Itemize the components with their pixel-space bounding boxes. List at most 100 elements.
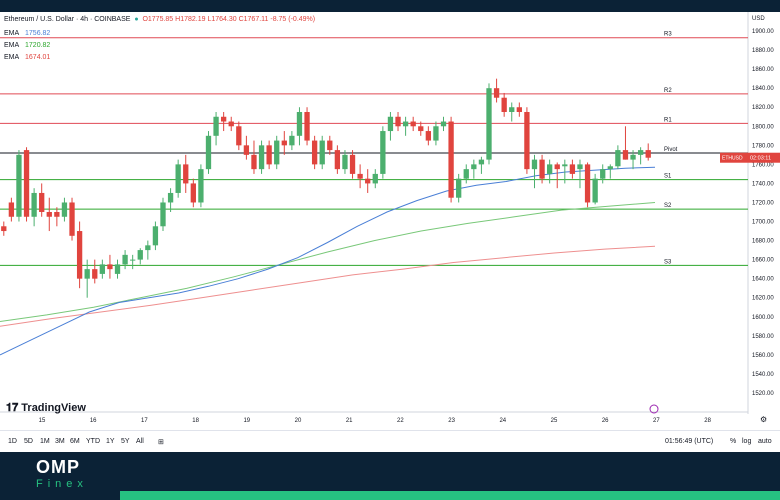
ema-label: EMA: [4, 54, 20, 61]
candle-body: [130, 259, 136, 261]
candle-body: [387, 116, 394, 132]
candle-body: [448, 121, 454, 198]
candle-body: [531, 159, 538, 170]
time-tick-label: 20: [295, 418, 302, 424]
candle-body: [349, 154, 356, 174]
candle-body: [380, 131, 386, 174]
candle-body: [76, 231, 83, 279]
footer-banner: OMP Finex: [0, 452, 780, 500]
market-status-icon: ●: [134, 16, 139, 23]
price-tick-label: 1840.00: [752, 86, 774, 92]
candle-body: [122, 254, 128, 265]
candle-body: [433, 126, 439, 141]
ema-value: 1756.82: [25, 30, 51, 37]
candle-body: [251, 154, 257, 170]
bottom-toolbar: 1D 5D 1M 3M 6M YTD 1Y 5Y All ⊞ 01:56:49 …: [0, 430, 780, 453]
candle-body: [645, 150, 651, 158]
price-tick-label: 1800.00: [752, 124, 774, 130]
timeframe-1d[interactable]: 1D: [8, 438, 17, 445]
ema-legend-1[interactable]: EMA 1756.82: [4, 30, 50, 37]
log-toggle[interactable]: log: [742, 438, 752, 445]
auto-toggle[interactable]: auto: [758, 438, 772, 445]
price-tick-label: 1620.00: [752, 296, 774, 302]
price-tick-label: 1540.00: [752, 372, 774, 378]
candle-body: [637, 150, 644, 155]
candle-body: [198, 169, 204, 203]
candle-body: [137, 250, 143, 260]
timeframe-3m[interactable]: 3M: [55, 438, 65, 445]
time-tick-label: 16: [90, 418, 97, 424]
candle-body: [99, 264, 106, 274]
price-tick-label: 1580.00: [752, 334, 774, 340]
candle-body: [493, 88, 500, 98]
price-tag-symbol: ETHUSD: [722, 156, 743, 162]
candle-body: [607, 166, 613, 170]
candle-body: [92, 269, 98, 279]
settings-gear-icon: ⚙: [760, 415, 767, 424]
ema-legend-3[interactable]: EMA 1674.01: [4, 54, 50, 61]
ohlc-values: O1775.85 H1782.19 L1764.30 C1767.11 -8.7…: [142, 16, 316, 23]
level-label-pivot: Pivot: [664, 147, 678, 153]
symbol-title: Ethereum / U.S. Dollar · 4h · COINBASE: [4, 16, 131, 23]
candle-body: [243, 145, 250, 155]
level-label-r2: R2: [664, 88, 672, 94]
candle-body: [205, 135, 212, 170]
price-axis-panel: [748, 12, 780, 430]
candle-body: [311, 140, 318, 165]
top-bar: [0, 0, 780, 12]
timeframe-5d[interactable]: 5D: [24, 438, 33, 445]
date-range-icon[interactable]: ⊞: [158, 439, 164, 446]
price-chart[interactable]: USD 1520.00 1540.00 1560.00 1580.00 1600.00 16…: [0, 12, 780, 430]
candle-body: [615, 150, 621, 167]
time-tick-label: 23: [448, 418, 455, 424]
time-tick-label: 18: [192, 418, 199, 424]
time-tick-label: 24: [499, 418, 506, 424]
candle-body: [183, 164, 189, 184]
price-tag-value: 02:03:11: [750, 156, 771, 162]
timeframe-1m[interactable]: 1M: [40, 438, 50, 445]
candle-body: [175, 164, 181, 193]
timeframe-6m[interactable]: 6M: [70, 438, 80, 445]
candle-body: [509, 107, 515, 112]
symbol-header: Ethereum / U.S. Dollar · 4h · COINBASE ●…: [4, 16, 315, 23]
time-tick-label: 17: [141, 418, 148, 424]
price-tick-label: 1880.00: [752, 48, 774, 54]
candle-body: [478, 159, 485, 165]
candle-body: [228, 121, 234, 127]
level-label-r1: R1: [664, 117, 672, 123]
price-tick-label: 1600.00: [752, 315, 774, 321]
candle-body: [160, 202, 166, 227]
percent-toggle[interactable]: %: [730, 438, 737, 445]
candle-body: [425, 131, 432, 141]
candle-body: [167, 192, 174, 203]
candle-body: [213, 116, 219, 136]
candle-body: [577, 164, 583, 170]
ema-label: EMA: [4, 30, 20, 37]
timeframe-all[interactable]: All: [136, 438, 144, 445]
candle-body: [236, 126, 242, 146]
candle-body: [289, 135, 295, 146]
brand-name: OMP: [36, 457, 81, 477]
candle-body: [23, 150, 30, 217]
level-label-s2: S2: [664, 203, 672, 209]
timeframe-1y[interactable]: 1Y: [106, 438, 115, 445]
candle-body: [16, 154, 22, 217]
candle-body: [501, 97, 507, 112]
ema-legend-2[interactable]: EMA 1720.82: [4, 42, 50, 49]
candle-body: [463, 169, 469, 179]
price-tick-label: 1820.00: [752, 105, 774, 111]
candle-body: [1, 226, 7, 232]
timeframe-5y[interactable]: 5Y: [121, 438, 130, 445]
clock[interactable]: 01:56:49 (UTC): [665, 438, 714, 445]
price-tick-label: 1860.00: [752, 67, 774, 73]
candle-body: [258, 145, 265, 170]
chart-area[interactable]: USD 1520.00 1540.00 1560.00 1580.00 1600.00 16…: [0, 12, 780, 430]
tradingview-logo[interactable]: 𝟏𝟕 TradingView: [6, 402, 86, 415]
candle-body: [554, 164, 560, 170]
ema-value: 1720.82: [25, 42, 51, 49]
timeframe-ytd[interactable]: YTD: [86, 438, 100, 445]
candle-body: [296, 112, 303, 136]
candle-body: [440, 121, 447, 127]
price-tick-label: 1640.00: [752, 277, 774, 283]
candle-body: [486, 88, 492, 160]
